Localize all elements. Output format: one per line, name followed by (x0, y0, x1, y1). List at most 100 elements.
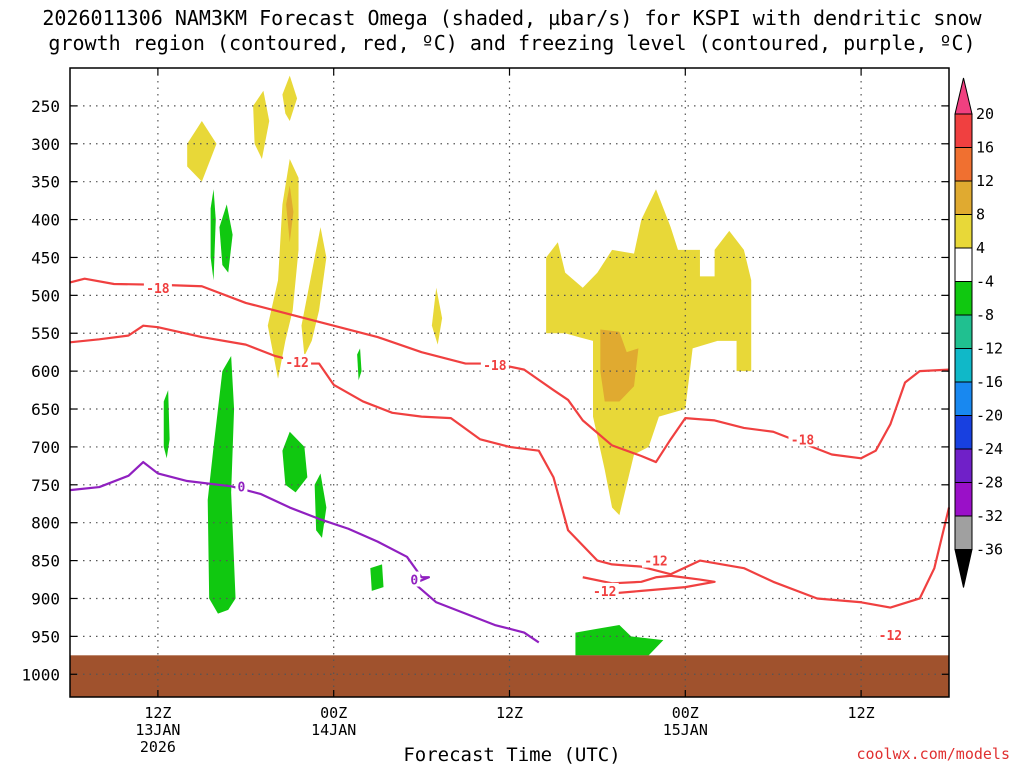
contour-line-0 (69, 277, 950, 464)
shaded-region-13 (282, 431, 308, 493)
colorbar-segment-13 (954, 515, 973, 550)
axes: 250 300 350 400 450 500 550 600 650 700 750 800 850 9… (21, 67, 950, 756)
shaded-region-10 (210, 189, 216, 281)
y-tick-label-550: 550 (31, 324, 60, 343)
shaded-region-5 (431, 287, 443, 345)
colorbar-segment-3 (954, 180, 973, 215)
colorbar-label-7: -12 (976, 340, 1003, 358)
colorbar-label-8: -16 (976, 373, 1003, 391)
contour-label-2: -18 (483, 359, 507, 374)
y-tick-label-300: 300 (31, 135, 60, 154)
colorbar-segment-11 (954, 448, 973, 483)
x-tick-label-36-1: 15JAN (663, 721, 708, 739)
shaded-region-1 (253, 90, 270, 159)
shaded-region-0 (187, 121, 217, 182)
x-tick-label-48-0: 12Z (848, 704, 875, 722)
contour-line-1 (69, 324, 951, 609)
y-tick-label-850: 850 (31, 552, 60, 571)
shaded-region-11 (163, 390, 170, 459)
shaded-region-3 (267, 158, 299, 379)
colorbar-label-2: 12 (976, 172, 994, 190)
colorbar-label-9: -20 (976, 407, 1003, 425)
contour-label-8: 0 (410, 574, 418, 589)
colorbar-label-12: -32 (976, 507, 1003, 525)
x-tick-label-0-2: 2026 (140, 738, 176, 756)
colorbar-segment-12 (954, 482, 973, 517)
y-tick-label-900: 900 (31, 589, 60, 608)
y-tick-label-500: 500 (31, 286, 60, 305)
colorbar-label-10: -24 (976, 440, 1003, 458)
colorbar-label-13: -36 (976, 541, 1003, 559)
x-tick-label-12-1: 14JAN (311, 721, 356, 739)
plot-area: -18 -12 -18 -18 -12 -12 -12 0 0 (69, 68, 951, 697)
contour-label-1: -12 (285, 356, 308, 371)
colorbar-bottom-arrow (954, 549, 973, 588)
contour-label-bg-1 (283, 354, 312, 370)
y-tick-label-350: 350 (31, 173, 60, 192)
colorbar-segment-7 (954, 314, 973, 349)
shaded-region-9 (219, 204, 233, 273)
y-tick-label-650: 650 (31, 400, 60, 419)
contour-label-bg-8 (408, 571, 421, 587)
colorbar-segment-2 (954, 147, 973, 182)
colorbar-segment-4 (954, 214, 973, 249)
contour-label-bg-6 (876, 626, 905, 642)
contour-label-bg-2 (480, 357, 509, 373)
x-axis-label: Forecast Time (UTC) (403, 744, 621, 766)
shaded-region-4 (301, 227, 327, 356)
contour-line-2 (582, 574, 716, 596)
y-tick-label-250: 250 (31, 97, 60, 116)
x-tick-label-0-1: 13JAN (135, 721, 180, 739)
colorbar: 20 16 12 8 4 -4 -8 -12 -16 -20 -24 -28 -32 -36 (954, 77, 1003, 588)
colorbar-label-1: 16 (976, 139, 994, 157)
shaded-region-6 (546, 189, 752, 516)
colorbar-segment-10 (954, 415, 973, 450)
contour-label-6: -12 (879, 629, 902, 644)
colorbar-top-arrow (954, 77, 973, 115)
contour-label-4: -12 (644, 555, 667, 570)
contour-label-bg-4 (642, 552, 670, 568)
colorbar-label-11: -28 (976, 474, 1003, 492)
contour-label-5: -12 (593, 585, 616, 600)
credit-text: coolwx.com/models (856, 745, 1010, 763)
shaded-region-7 (600, 329, 639, 402)
colorbar-label-5: -4 (976, 273, 994, 291)
chart-title-line1: 2026011306 NAM3KM Forecast Omega (shaded… (42, 6, 982, 30)
x-tick-label-12-0: 00Z (320, 704, 347, 722)
contour-line-3 (69, 460, 540, 644)
contour-label-bg-5 (590, 582, 619, 598)
colorbar-label-4: 4 (976, 239, 985, 257)
colorbar-label-6: -8 (976, 306, 994, 324)
shaded-region-17 (575, 625, 664, 656)
y-tick-label-800: 800 (31, 514, 60, 533)
shaded-region-15 (357, 348, 362, 381)
colorbar-segment-9 (954, 381, 973, 416)
colorbar-segment-5 (954, 247, 973, 282)
colorbar-segment-6 (954, 281, 973, 316)
contour-label-bg-7 (235, 478, 248, 494)
shaded-region-16 (370, 564, 384, 591)
y-tick-label-450: 450 (31, 248, 60, 267)
y-tick-label-950: 950 (31, 627, 60, 646)
shaded-region-14 (314, 473, 327, 538)
colorbar-segment-8 (954, 348, 973, 383)
y-tick-label-750: 750 (31, 476, 60, 495)
colorbar-segment-1 (954, 113, 973, 148)
contour-label-bg-3 (788, 431, 817, 447)
y-tick-label-1000: 1000 (21, 665, 60, 684)
contour-label-3: -18 (791, 433, 815, 448)
colorbar-label-3: 8 (976, 206, 985, 224)
x-tick-label-36-0: 00Z (672, 704, 699, 722)
y-tick-label-400: 400 (31, 211, 60, 230)
x-tick-label-24-0: 12Z (496, 704, 523, 722)
shaded-region-2 (282, 75, 298, 122)
contour-label-bg-0 (143, 279, 172, 295)
chart-title-line2: growth region (contoured, red, ºC) and f… (48, 31, 976, 55)
y-tick-label-700: 700 (31, 438, 60, 457)
contour-label-7: 0 (237, 480, 245, 495)
x-tick-label-0-0: 12Z (144, 704, 171, 722)
colorbar-label-0: 20 (976, 105, 994, 123)
contour-label-0: -18 (146, 282, 170, 297)
y-tick-label-600: 600 (31, 362, 60, 381)
